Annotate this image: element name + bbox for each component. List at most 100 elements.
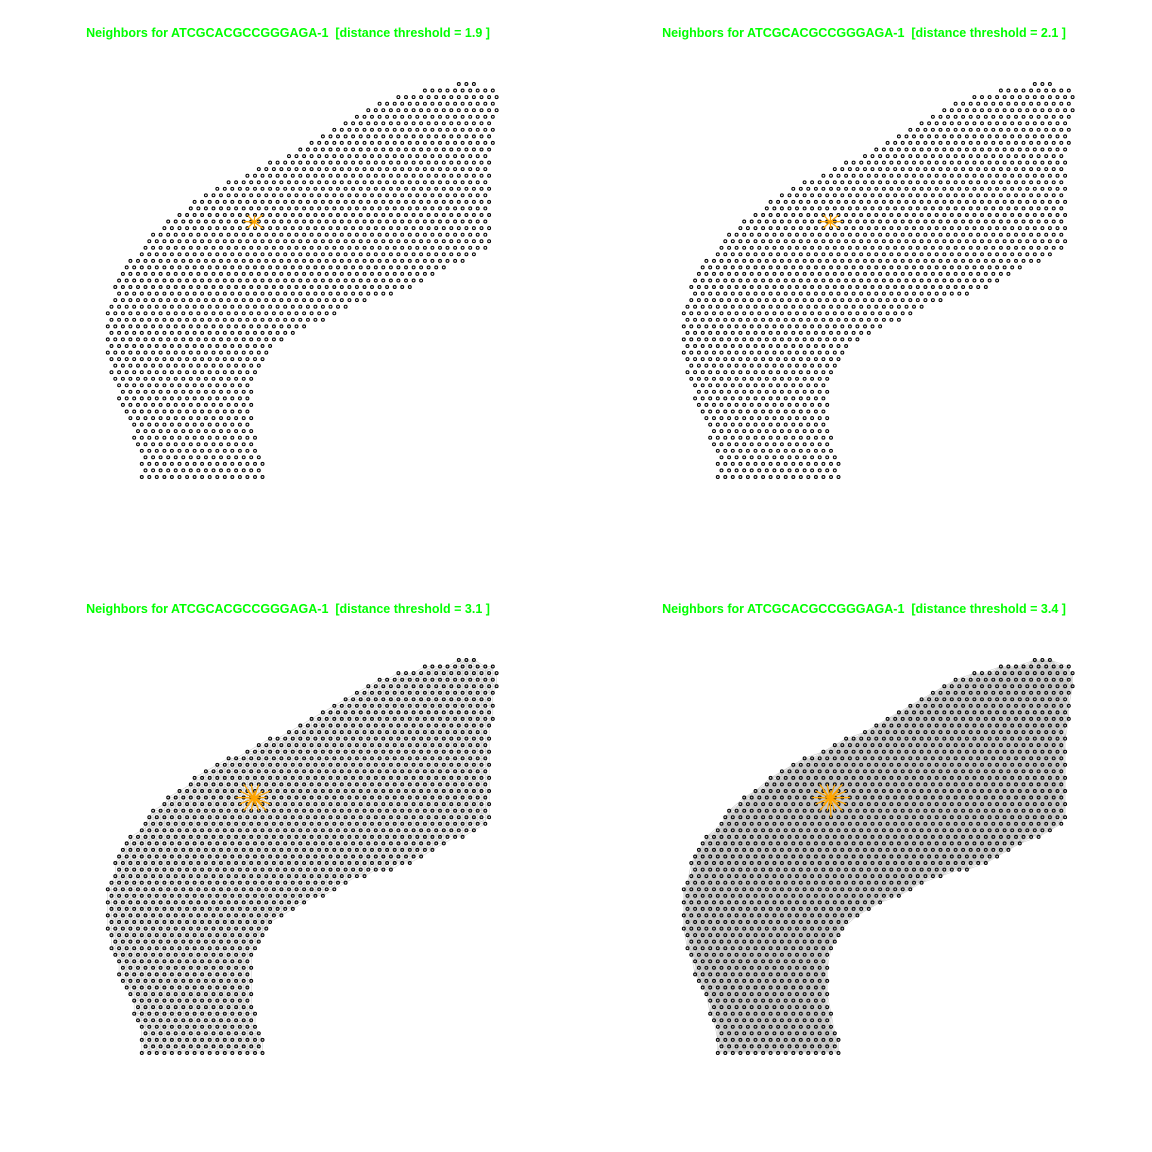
spot-point	[419, 147, 424, 152]
spot-point	[449, 226, 454, 231]
spot-point	[847, 311, 852, 316]
spot-point	[188, 913, 193, 918]
spot-point	[802, 324, 807, 329]
spot-point	[117, 383, 122, 388]
spot-point	[441, 802, 446, 807]
spot-point	[415, 834, 420, 839]
spot-point	[305, 213, 310, 217]
spot-point	[143, 1018, 148, 1023]
spot-point	[438, 769, 442, 774]
spot-point	[810, 206, 815, 211]
spot-point	[211, 298, 216, 303]
spot-point	[343, 278, 348, 283]
spot-point	[192, 265, 197, 270]
spot-point	[343, 762, 348, 767]
spot-point	[453, 232, 458, 237]
spot-point	[328, 226, 333, 231]
spot-point	[169, 344, 174, 348]
spot-point	[742, 455, 747, 460]
spot-point	[381, 802, 386, 807]
spot-point	[893, 140, 898, 145]
spot-point	[230, 396, 235, 401]
spot-point	[241, 363, 246, 368]
spot-point	[900, 258, 905, 263]
spot-point	[404, 697, 408, 702]
spot-point	[946, 271, 950, 276]
spot-point	[139, 278, 144, 283]
spot-point	[200, 1051, 205, 1055]
spot-point	[407, 219, 412, 224]
spot-point	[188, 1031, 193, 1036]
spot-point	[185, 802, 190, 807]
spot-point	[347, 874, 352, 879]
spot-point	[192, 475, 197, 479]
spot-point	[177, 920, 182, 924]
spot-point	[237, 330, 242, 335]
spot-point	[351, 265, 356, 270]
spatial-plot	[105, 82, 499, 479]
spot-point	[1006, 258, 1011, 263]
spot-point	[298, 867, 303, 872]
spot-point	[972, 278, 977, 283]
spot-point	[200, 435, 205, 440]
spot-point	[332, 782, 337, 787]
spot-point	[738, 317, 743, 322]
spot-point	[354, 861, 359, 865]
spot-point	[354, 140, 359, 145]
spot-point	[219, 455, 223, 460]
spot-point	[113, 900, 118, 905]
spot-point	[419, 671, 424, 676]
spot-point	[742, 232, 747, 237]
spot-point	[222, 828, 227, 833]
spot-point	[249, 965, 254, 970]
spot-point	[866, 226, 871, 231]
spot-point	[124, 304, 129, 309]
spot-point	[264, 887, 269, 892]
spot-point	[320, 789, 325, 793]
spot-point	[188, 232, 193, 237]
spot-point	[483, 140, 488, 145]
spot-point	[283, 199, 288, 204]
spot-point	[343, 252, 348, 257]
spot-point	[723, 383, 728, 388]
spot-point	[757, 258, 762, 263]
spot-point	[479, 749, 484, 754]
spot-point	[817, 376, 822, 381]
spatial-plot	[681, 658, 1075, 1055]
spot-point	[320, 710, 325, 715]
spot-point	[927, 173, 932, 178]
spot-point	[253, 199, 257, 204]
spot-point	[287, 311, 291, 316]
spot-point	[723, 317, 728, 322]
spot-point	[169, 226, 174, 231]
spot-point	[128, 350, 133, 355]
spot-point	[136, 416, 140, 421]
spot-point	[298, 278, 303, 283]
spot-point	[309, 245, 314, 250]
spot-point	[419, 789, 424, 793]
spot-point	[256, 861, 261, 865]
spot-point	[896, 199, 901, 204]
spot-point	[192, 946, 197, 951]
spot-point	[305, 736, 310, 741]
spot-point	[192, 344, 197, 348]
spot-point	[117, 893, 122, 898]
spot-point	[806, 304, 811, 309]
spot-point	[453, 127, 458, 132]
spot-point	[275, 789, 280, 793]
spot-point	[723, 291, 728, 296]
spot-point	[715, 383, 720, 388]
spot-point	[817, 193, 822, 198]
spot-point	[832, 298, 837, 303]
spot-point	[339, 834, 344, 839]
spot-point	[283, 317, 288, 322]
spot-point	[946, 127, 950, 132]
spatial-plot	[681, 82, 1075, 479]
spot-point	[200, 841, 205, 846]
spot-point	[347, 285, 352, 289]
spot-point	[237, 370, 242, 375]
spot-point	[798, 304, 803, 309]
spot-point	[188, 992, 193, 997]
spot-point	[407, 769, 412, 774]
spot-point	[351, 802, 356, 807]
